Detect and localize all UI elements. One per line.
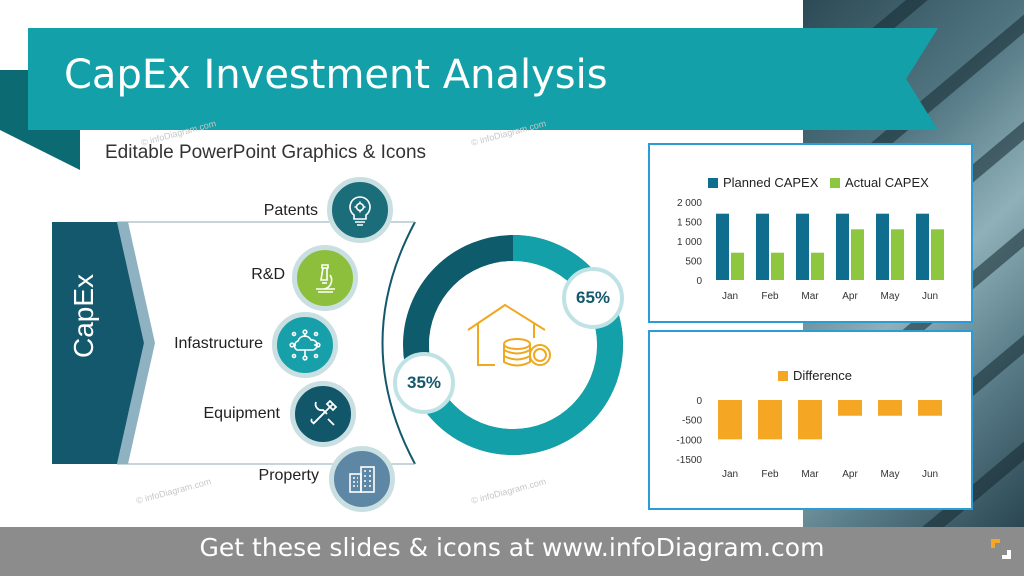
footer-text[interactable]: Get these slides & icons at www.infoDiag…: [199, 533, 825, 562]
capex-label: CapEx: [68, 273, 99, 358]
page-subtitle: Editable PowerPoint Graphics & Icons: [105, 142, 427, 163]
capex-arrow: [52, 222, 144, 464]
legend-item-actual: Actual CAPEX: [830, 175, 929, 190]
capex-bar-chart: 2 000 1 500 1 000 500 0 Jan Feb Mar Apr May Jun: [677, 198, 944, 302]
bar-difference-apr: [838, 400, 862, 416]
bar-planned-capex-jun: [916, 213, 929, 280]
bar-actual-capex-feb: [771, 252, 784, 280]
bar-difference-feb: [758, 400, 782, 440]
percentage-large: 65%: [562, 267, 624, 329]
footer-bar: [0, 527, 1024, 576]
bar-planned-capex-apr: [836, 213, 849, 280]
chart-panel-difference: Difference 0 -500 -1000 -1500 Jan Feb Mar Apr Ma…: [648, 330, 973, 510]
x-tick-label: Apr: [842, 291, 858, 302]
legend-swatch-actual: [830, 177, 840, 188]
x-tick-label: Jun: [922, 469, 938, 480]
y-tick-label: 2 000: [677, 198, 702, 209]
bar-difference-jan: [718, 400, 742, 440]
y-tick-label: 0: [696, 396, 702, 407]
y-tick-label: -1000: [676, 435, 702, 446]
tools-icon: [310, 399, 338, 426]
category-label-patents: Patents: [263, 202, 318, 219]
legend-label-actual: Actual CAPEX: [845, 175, 929, 190]
legend-label-planned: Planned CAPEX: [723, 175, 819, 190]
category-label-infrastructure: Infastructure: [174, 335, 263, 352]
x-tick-label: Apr: [842, 469, 858, 480]
x-tick-label: Feb: [761, 469, 779, 480]
house-coins-icon: [467, 303, 551, 367]
bar-difference-may: [878, 400, 902, 416]
legend-label-difference: Difference: [793, 368, 853, 383]
capex-funnel-curve: [381, 221, 416, 465]
bar-actual-capex-jan: [731, 252, 744, 280]
bar-actual-capex-jun: [931, 229, 944, 280]
bar-planned-capex-feb: [756, 213, 769, 280]
x-tick-label: Jan: [722, 469, 738, 480]
x-tick-label: Jun: [922, 291, 938, 302]
category-label-rnd: R&D: [251, 266, 285, 283]
capex-chevron: [117, 222, 155, 464]
microscope-icon: [316, 264, 335, 293]
percentage-small: 35%: [393, 352, 455, 414]
x-tick-label: May: [881, 291, 900, 302]
x-tick-label: May: [881, 469, 900, 480]
y-tick-label: -1500: [676, 455, 702, 466]
rnd-icon-circle: [292, 245, 358, 311]
category-label-equipment: Equipment: [203, 405, 281, 422]
y-tick-label: 500: [685, 257, 702, 268]
y-tick-label: 1 500: [677, 218, 702, 229]
donut-segment-large: [403, 235, 623, 455]
x-tick-label: Jan: [722, 291, 738, 302]
legend-item-planned: Planned CAPEX: [708, 175, 818, 190]
equipment-icon-circle: [290, 381, 356, 447]
bar-difference-mar: [798, 400, 822, 440]
donut-chart: [403, 235, 623, 455]
bar-planned-capex-mar: [796, 213, 809, 280]
legend-swatch-planned: [708, 177, 718, 188]
category-label-property: Property: [258, 467, 319, 484]
patents-icon-circle: [327, 177, 393, 243]
legend-swatch-difference: [778, 370, 788, 381]
buildings-icon: [349, 466, 375, 493]
y-tick-label: -500: [682, 416, 702, 427]
bar-planned-capex-may: [876, 213, 889, 280]
x-tick-label: Feb: [761, 291, 779, 302]
x-tick-label: Mar: [801, 469, 819, 480]
chart-panel-capex: Planned CAPEX Actual CAPEX 2 000 1 500 1 0…: [648, 143, 973, 323]
property-icon-circle: [329, 446, 395, 512]
page-title: CapEx Investment Analysis: [64, 52, 608, 98]
bar-actual-capex-apr: [851, 229, 864, 280]
x-tick-label: Mar: [801, 291, 819, 302]
bar-actual-capex-mar: [811, 252, 824, 280]
infodiagram-logo-icon: [991, 539, 1011, 559]
lightbulb-gear-icon: [349, 196, 371, 226]
infrastructure-icon-circle: [272, 312, 338, 378]
y-tick-label: 0: [696, 276, 702, 287]
bar-actual-capex-may: [891, 229, 904, 280]
bar-difference-jun: [918, 400, 942, 416]
network-cloud-icon: [289, 329, 321, 361]
difference-bar-chart: 0 -500 -1000 -1500 Jan Feb Mar Apr May Jun: [676, 396, 942, 480]
bar-planned-capex-jan: [716, 213, 729, 280]
y-tick-label: 1 000: [677, 237, 702, 248]
legend-item-difference: Difference: [778, 368, 852, 383]
title-ribbon: [28, 28, 938, 130]
